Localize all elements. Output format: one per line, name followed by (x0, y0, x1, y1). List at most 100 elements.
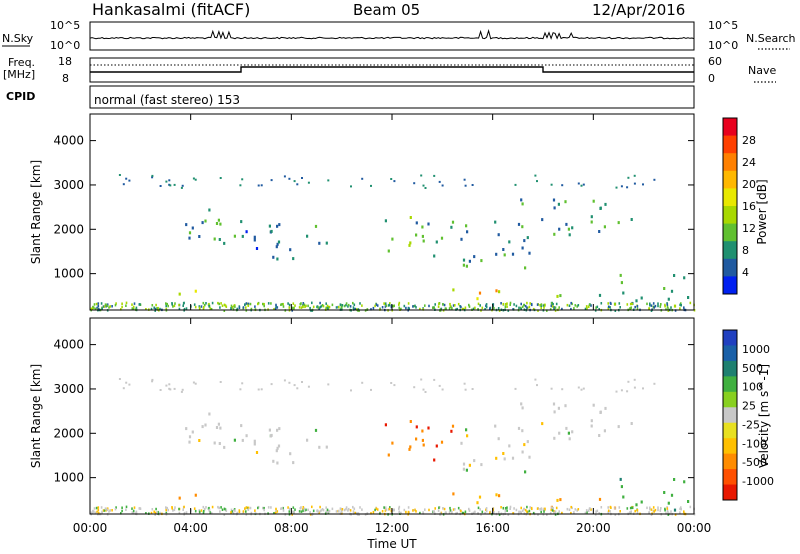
echo-cell (524, 470, 527, 474)
echo-cell (200, 509, 203, 512)
velocity-y-axis: 1000 2000 3000 4000 (53, 338, 694, 485)
echo-cell (317, 306, 320, 309)
echo-cell (153, 306, 155, 309)
echo-cell (276, 446, 279, 450)
echo-cell (536, 507, 539, 510)
echo-cell (341, 304, 344, 307)
echo-cell (537, 309, 539, 312)
echo-cell (460, 441, 463, 445)
echo-cell (432, 306, 435, 309)
echo-cell (607, 305, 610, 308)
echo-cell (398, 510, 400, 513)
echo-cell (462, 307, 465, 311)
echo-cell (105, 305, 107, 308)
echo-cell (294, 508, 296, 511)
echo-cell (680, 506, 682, 509)
echo-cell (208, 304, 210, 308)
echo-cell (270, 229, 273, 233)
echo-cell (580, 388, 583, 391)
echo-cell (253, 439, 256, 443)
echo-cell (480, 463, 483, 467)
echo-cell (311, 513, 313, 516)
echo-cell (571, 226, 574, 230)
echo-cell (338, 305, 340, 309)
echo-cell (159, 307, 161, 311)
echo-cell (689, 301, 692, 305)
echo-cell (188, 231, 192, 235)
echo-cell (479, 304, 481, 307)
echo-cell (592, 199, 595, 203)
echo-cell (270, 179, 273, 182)
colorbar-tick-label: -25 (742, 418, 760, 431)
echo-cell (215, 222, 219, 225)
echo-cell (300, 306, 303, 309)
echo-cell (633, 174, 636, 177)
echo-cell (326, 306, 329, 310)
echo-cell (198, 509, 201, 512)
echo-cell (298, 306, 301, 309)
echo-cell (570, 505, 572, 509)
echo-cell (649, 508, 651, 511)
echo-cell (326, 510, 329, 514)
echo-cell (474, 306, 476, 310)
echo-cell (357, 513, 359, 516)
echo-cell (480, 259, 483, 263)
echo-cell (412, 509, 414, 512)
echo-cell (325, 445, 328, 449)
echo-cell (376, 508, 379, 511)
echo-cell (223, 303, 226, 307)
echo-cell (461, 511, 464, 515)
nsky-panel (89, 21, 695, 51)
echo-cell (272, 255, 275, 259)
echo-cell (451, 424, 455, 428)
echo-cell (407, 511, 410, 515)
echo-cell (553, 410, 556, 414)
echo-cell (653, 510, 655, 513)
echo-cell (281, 507, 283, 510)
echo-cell (375, 303, 378, 306)
echo-cell (253, 238, 256, 242)
echo-cell (151, 508, 154, 511)
echo-cell (626, 303, 629, 306)
echo-cell (471, 388, 474, 390)
echo-cell (188, 435, 192, 439)
echo-cell (509, 303, 511, 306)
echo-cell (339, 303, 342, 306)
echo-cell (390, 305, 393, 309)
echo-cell (534, 174, 537, 177)
echo-cell (600, 506, 603, 509)
echo-cell (517, 222, 521, 226)
echo-cell (566, 303, 569, 307)
echo-cell (670, 510, 672, 513)
echo-cell (241, 382, 244, 385)
echo-cell (414, 508, 416, 512)
echo-cell (278, 223, 281, 227)
echo-cell (570, 511, 572, 515)
echo-cell (673, 304, 677, 308)
colorbar-segment (723, 391, 737, 408)
echo-cell (558, 510, 560, 513)
echo-cell (156, 307, 158, 310)
echo-cell (106, 508, 108, 512)
echo-cell (343, 304, 346, 308)
echo-cell (178, 307, 181, 311)
echo-cell (275, 449, 278, 453)
echo-cell (154, 309, 156, 312)
echo-cell (626, 186, 629, 189)
echo-cell (215, 426, 219, 429)
y-tick-label: 3000 (53, 382, 84, 396)
echo-cell (268, 428, 271, 432)
y-tick-label: 4000 (53, 338, 84, 352)
echo-cell (413, 386, 416, 389)
echo-cell (300, 506, 302, 509)
echo-cell (607, 509, 610, 512)
echo-cell (552, 302, 554, 306)
x-tick-label: 16:00 (475, 521, 510, 535)
echo-cell (536, 303, 539, 306)
echo-cell (291, 306, 293, 310)
echo-cell (502, 248, 505, 251)
echo-cell (349, 305, 352, 308)
echo-cell (468, 303, 470, 307)
echo-cell (630, 422, 633, 425)
echo-cell (640, 500, 643, 504)
